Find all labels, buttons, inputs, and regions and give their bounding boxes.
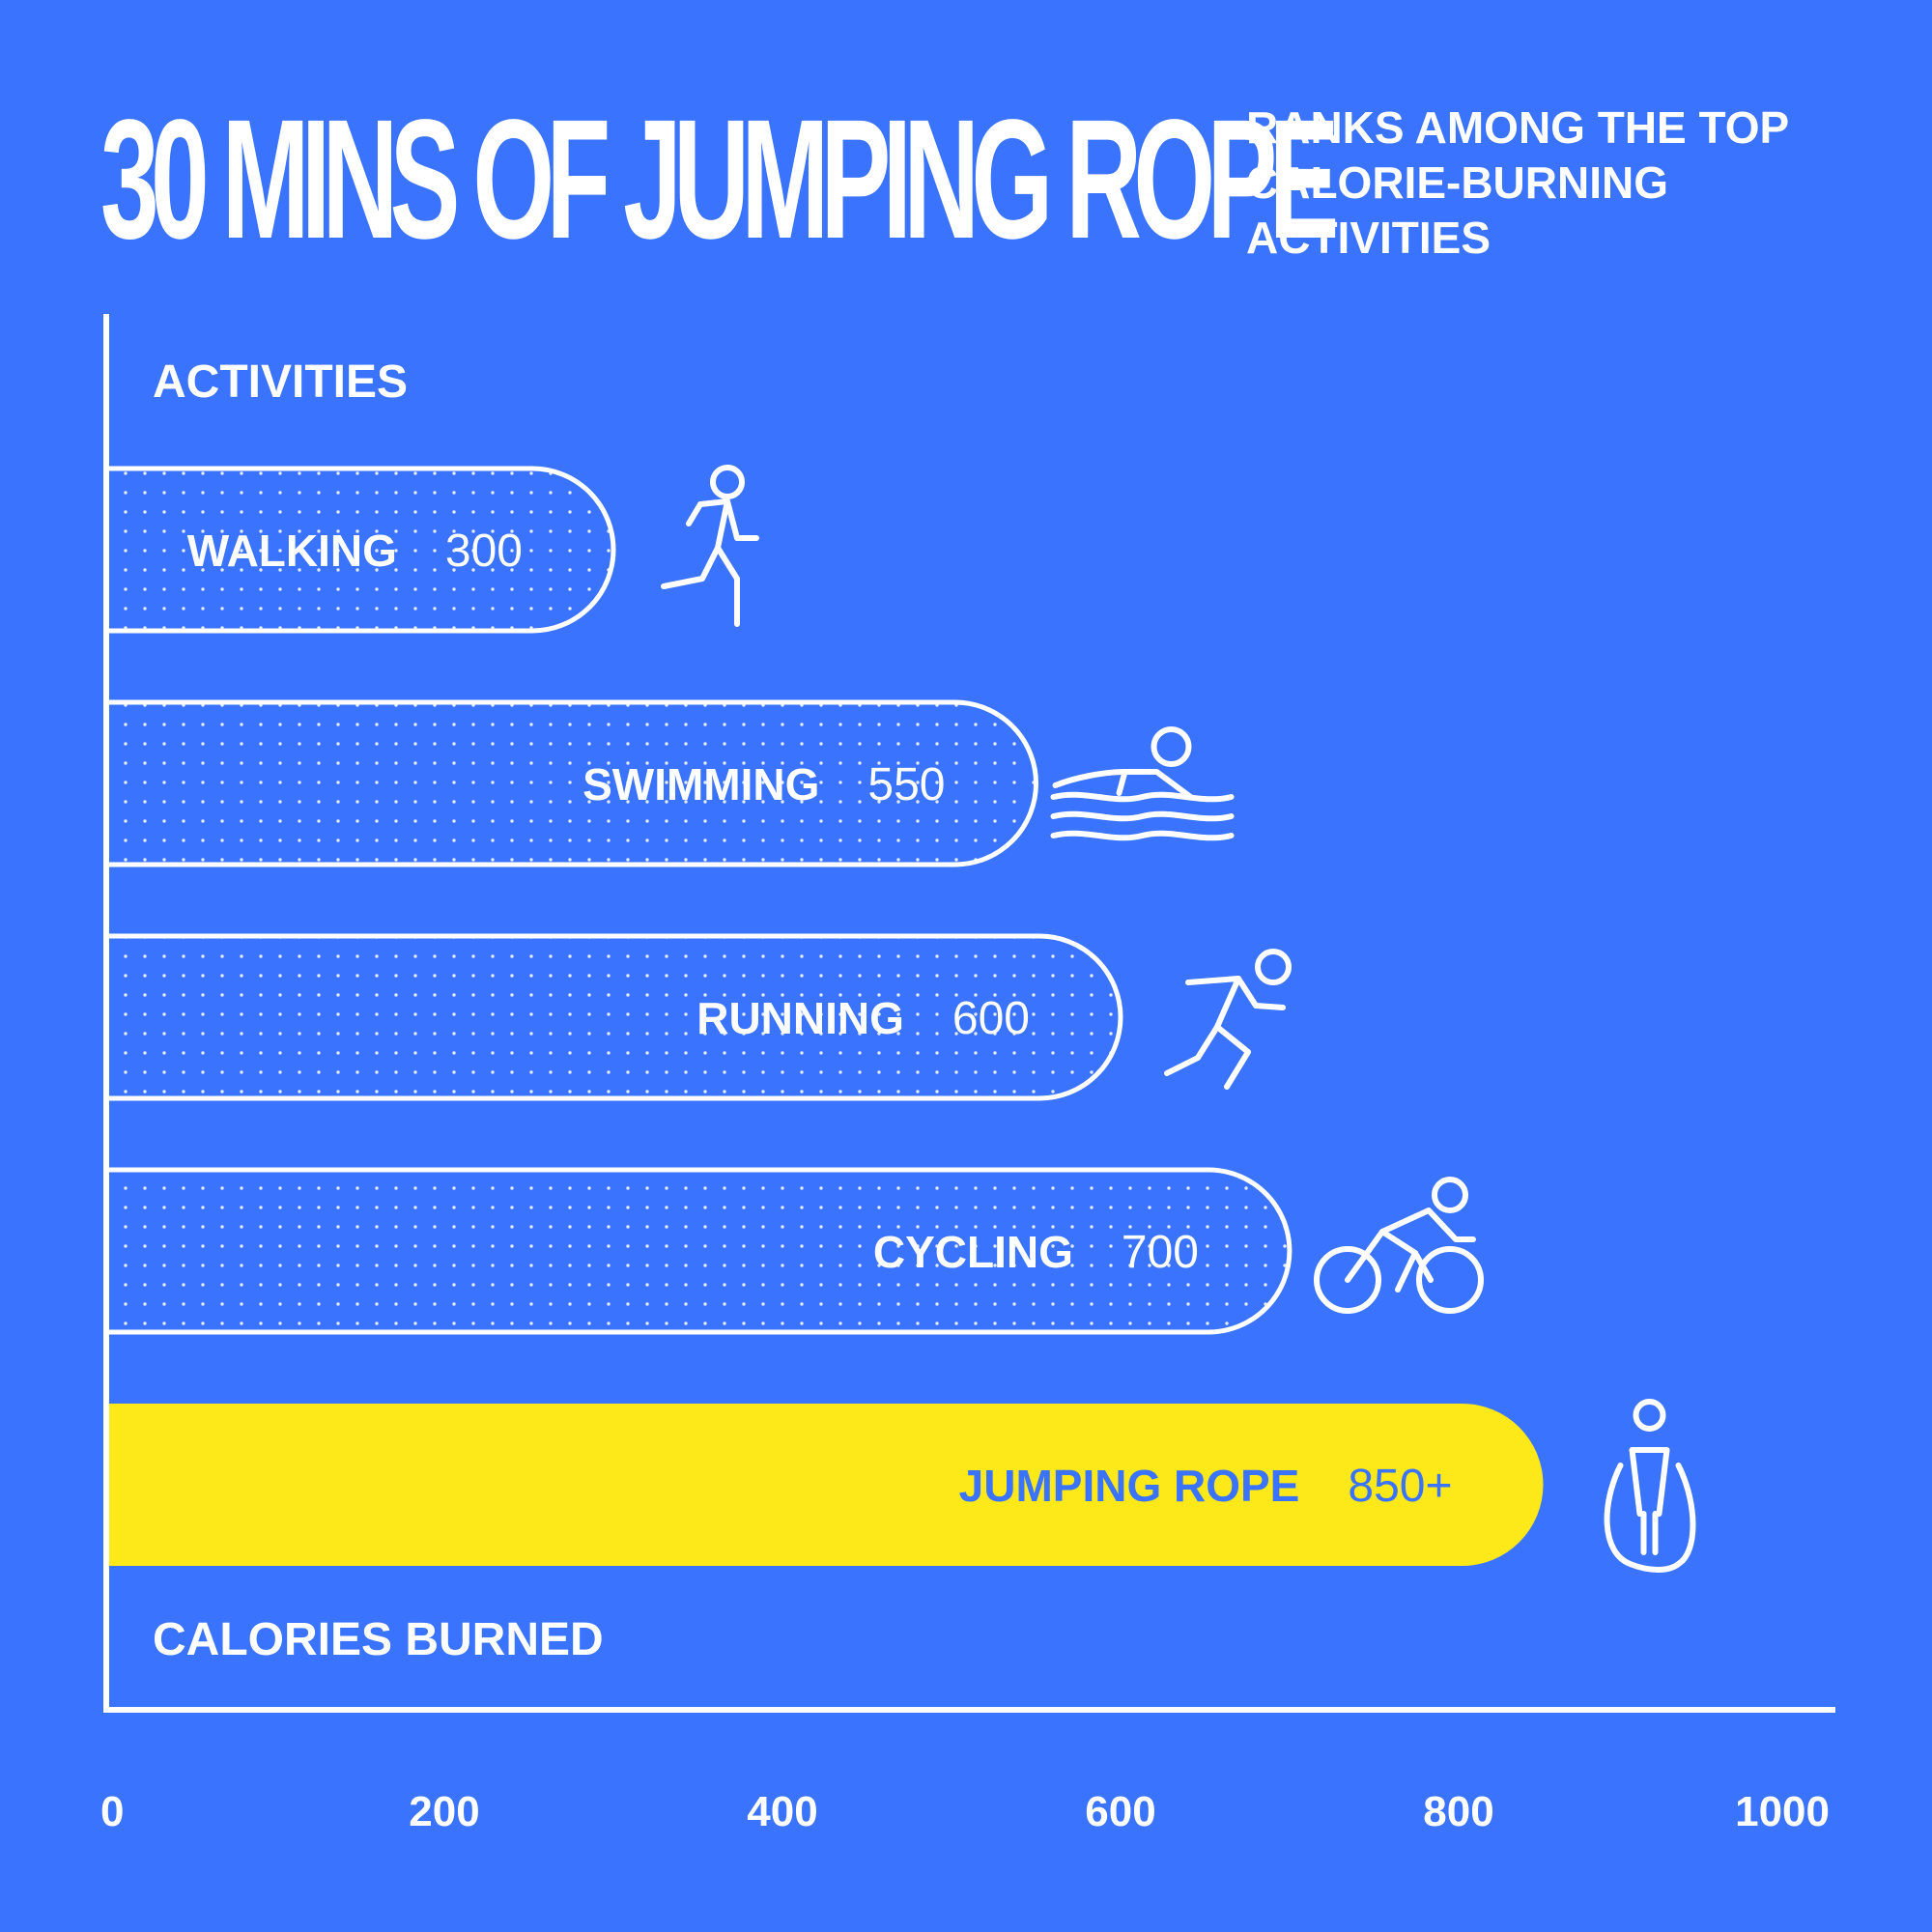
bar-running [103, 933, 1123, 1101]
x-tick-label: 1000 [1735, 1788, 1830, 1835]
y-axis-title: ACTIVITIES [153, 356, 409, 408]
cycling-icon [1314, 1177, 1484, 1314]
running-icon [1164, 949, 1292, 1090]
bar-category-label: RUNNING [696, 993, 904, 1043]
bar-value-label: 300 [445, 526, 523, 577]
bar-value-label: 550 [867, 759, 945, 810]
walking-icon [661, 465, 759, 627]
bar-category-label: JUMPING ROPE [959, 1461, 1300, 1511]
bar-value-label: 600 [952, 993, 1030, 1044]
bar-jumping-rope [106, 1404, 1544, 1566]
x-tick-label: 600 [1085, 1788, 1155, 1835]
x-tick-label: 400 [747, 1788, 817, 1835]
x-tick-label: 800 [1423, 1788, 1493, 1835]
swimming-icon [1050, 726, 1235, 841]
bar-cycling [103, 1167, 1293, 1335]
bar-swimming [103, 699, 1038, 867]
x-tick-label: 0 [100, 1788, 124, 1835]
bar-category-label: WALKING [187, 526, 397, 576]
jump-rope-icon [1604, 1399, 1696, 1573]
bar-value-label: 700 [1122, 1227, 1199, 1278]
chart-subtitle: RANKS AMONG THE TOP CALORIE-BURNING ACTI… [1246, 102, 1789, 263]
bar-category-label: CYCLING [873, 1227, 1073, 1277]
bar-walking [103, 466, 616, 634]
x-tick-label: 200 [409, 1788, 479, 1835]
x-axis-title: CALORIES BURNED [153, 1614, 604, 1665]
bar-value-label: 850+ [1348, 1461, 1452, 1512]
bar-category-label: SWIMMING [582, 759, 819, 810]
